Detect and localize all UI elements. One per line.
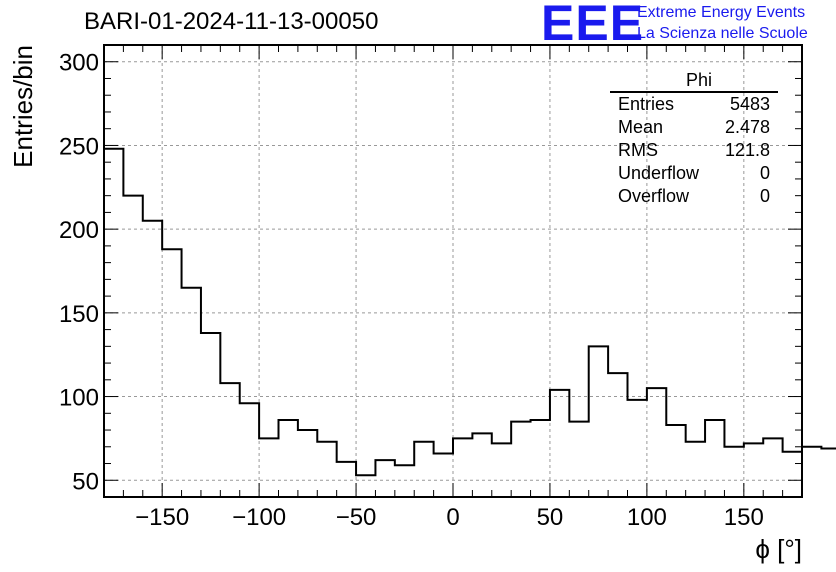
histogram-bin bbox=[259, 438, 278, 497]
y-tick-label: 50 bbox=[72, 468, 99, 495]
histogram-bin bbox=[608, 373, 627, 497]
histogram-bin bbox=[666, 425, 685, 497]
histogram-bin bbox=[628, 400, 647, 497]
x-axis-label: ϕ [°] bbox=[755, 534, 802, 564]
stats-box: Phi Entries 5483 Mean 2.478 RMS 121.8 Un… bbox=[610, 70, 778, 208]
x-tick-label: 150 bbox=[724, 504, 764, 531]
x-tick-label: 0 bbox=[446, 504, 459, 531]
stats-value: 0 bbox=[759, 163, 770, 183]
stats-value: 0 bbox=[759, 186, 770, 206]
logo-subtitle-line2: La Scienza nelle Scuole bbox=[637, 25, 808, 42]
histogram-bin bbox=[647, 388, 666, 497]
logo-subtitle-line1: Extreme Energy Events bbox=[637, 4, 806, 21]
histogram-bin bbox=[802, 447, 821, 497]
stats-title: Phi bbox=[610, 70, 778, 93]
y-tick-label: 150 bbox=[59, 301, 99, 328]
stats-row-rms: RMS 121.8 bbox=[610, 139, 778, 162]
histogram-bin bbox=[356, 475, 375, 497]
stats-label: Overflow bbox=[618, 186, 690, 206]
stats-row-overflow: Overflow 0 bbox=[610, 185, 778, 208]
histogram-bin bbox=[375, 460, 394, 497]
x-tick-label: −150 bbox=[135, 504, 189, 531]
histogram-bin bbox=[337, 462, 356, 497]
y-axis-label: Entries/bin bbox=[8, 45, 38, 168]
stats-row-underflow: Underflow 0 bbox=[610, 162, 778, 185]
stats-row-mean: Mean 2.478 bbox=[610, 116, 778, 139]
histogram-bin bbox=[162, 249, 181, 497]
stats-label: Underflow bbox=[618, 163, 700, 183]
histogram-bin bbox=[104, 149, 123, 497]
histogram-bin bbox=[531, 420, 550, 497]
histogram-bin bbox=[220, 383, 239, 497]
histogram-bin bbox=[783, 452, 802, 497]
histogram-bin bbox=[240, 403, 259, 497]
histogram-bin bbox=[434, 453, 453, 497]
y-tick-label: 300 bbox=[59, 50, 99, 77]
histogram-bin bbox=[705, 420, 724, 497]
stats-value: 5483 bbox=[729, 94, 770, 114]
plot-frame bbox=[103, 44, 803, 498]
histogram-bin bbox=[724, 447, 743, 497]
stats-value: 121.8 bbox=[724, 140, 770, 160]
histogram-bin bbox=[744, 443, 763, 497]
histogram-bin bbox=[589, 346, 608, 497]
x-tick-label: 100 bbox=[627, 504, 667, 531]
histogram-bin bbox=[472, 433, 491, 497]
stats-value: 2.478 bbox=[724, 117, 770, 137]
histogram-bin bbox=[686, 442, 705, 497]
stats-label: Entries bbox=[618, 94, 675, 114]
histogram-step-line bbox=[103, 147, 836, 497]
histogram-bin bbox=[511, 422, 530, 497]
histogram-bin bbox=[143, 221, 162, 497]
histogram-bin bbox=[763, 438, 782, 497]
x-tick-label: −50 bbox=[336, 504, 377, 531]
eee-logo: EEE bbox=[541, 0, 645, 51]
histogram-bin bbox=[123, 196, 142, 497]
histogram-bin bbox=[492, 443, 511, 497]
histogram-bin bbox=[569, 422, 588, 497]
histogram-bin bbox=[298, 430, 317, 497]
stats-label: Mean bbox=[618, 117, 664, 137]
y-tick-label: 100 bbox=[59, 385, 99, 412]
stats-label: RMS bbox=[618, 140, 658, 160]
y-tick-label: 200 bbox=[59, 217, 99, 244]
y-tick-label: 250 bbox=[59, 133, 99, 160]
histogram-bin bbox=[395, 465, 414, 497]
histogram-bin bbox=[550, 390, 569, 497]
run-title: BARI-01-2024-11-13-00050 bbox=[84, 8, 379, 35]
histogram-bin bbox=[414, 442, 433, 497]
histogram-bin bbox=[453, 438, 472, 497]
x-tick-label: 50 bbox=[537, 504, 564, 531]
histogram-bin bbox=[821, 448, 836, 497]
stats-row-entries: Entries 5483 bbox=[610, 93, 778, 116]
histogram-bin bbox=[201, 333, 220, 497]
histogram-bin bbox=[317, 442, 336, 497]
x-tick-label: −100 bbox=[232, 504, 286, 531]
histogram-bin bbox=[279, 420, 298, 497]
histogram-bin bbox=[182, 288, 201, 497]
